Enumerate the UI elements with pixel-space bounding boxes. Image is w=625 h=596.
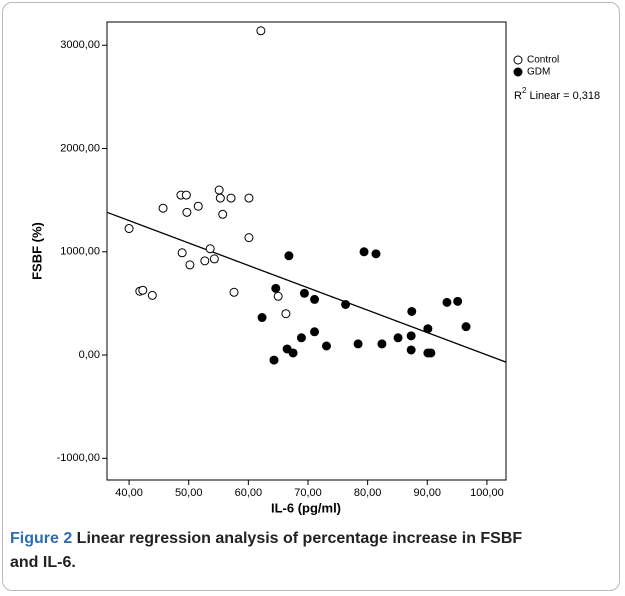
point — [200, 256, 210, 266]
point — [209, 254, 219, 264]
point — [193, 201, 203, 211]
x-axis-title: IL-6 (pg/ml) — [271, 500, 341, 515]
point — [214, 185, 224, 195]
point — [377, 339, 387, 349]
point — [341, 299, 351, 309]
y-tick-label: 3000,00 — [60, 39, 100, 51]
point — [158, 203, 168, 213]
y-tick-label: 1000,00 — [60, 246, 100, 258]
point — [269, 355, 279, 365]
point — [461, 322, 471, 332]
chart: FSBF (%) IL-6 (pg/ml) R2 Linear = 0,318 … — [29, 21, 600, 515]
x-tick-label: 70,00 — [294, 487, 322, 499]
point — [299, 288, 309, 298]
r2-sup: 2 — [522, 86, 527, 95]
point — [181, 190, 191, 200]
y-tick-label: 2000,00 — [60, 142, 100, 154]
caption-label: Figure 2 — [10, 530, 73, 547]
x-tick-label: 60,00 — [235, 487, 263, 499]
point — [371, 249, 381, 259]
legend-label: GDM — [527, 67, 550, 78]
y-tick-label: -1000,00 — [57, 452, 100, 464]
point — [244, 193, 254, 203]
point — [226, 193, 236, 203]
point — [359, 247, 369, 257]
point — [423, 324, 433, 334]
point — [407, 306, 417, 316]
point — [218, 209, 228, 219]
point — [426, 348, 436, 358]
r2-text: Linear = 0,318 — [526, 90, 600, 102]
point — [393, 333, 403, 343]
point — [406, 345, 416, 355]
point — [229, 287, 239, 297]
point — [147, 290, 157, 300]
point — [185, 260, 195, 270]
x-tick-label: 90,00 — [414, 487, 442, 499]
legend-marker — [513, 55, 523, 65]
point — [215, 193, 225, 203]
point — [310, 294, 320, 304]
x-tick-label: 100,00 — [470, 487, 504, 499]
point — [310, 327, 320, 337]
fit-line — [106, 211, 507, 363]
point — [281, 309, 291, 319]
point — [284, 251, 294, 261]
y-axis-title: FSBF (%) — [29, 222, 44, 280]
caption-text: Linear regression analysis of percentage… — [10, 530, 523, 571]
point — [182, 207, 192, 217]
point — [442, 297, 452, 307]
x-tick-label: 50,00 — [175, 487, 203, 499]
point — [296, 333, 306, 343]
legend-marker — [513, 67, 523, 77]
point — [353, 339, 363, 349]
point — [205, 244, 215, 254]
point — [256, 26, 266, 36]
point — [273, 291, 283, 301]
x-tick-label: 40,00 — [115, 487, 143, 499]
point — [321, 341, 331, 351]
point — [124, 224, 134, 234]
caption: Figure 2 Linear regression analysis of p… — [10, 527, 530, 575]
point — [138, 285, 148, 295]
point — [271, 283, 281, 293]
plot-area — [106, 21, 507, 481]
point — [257, 313, 267, 323]
point — [244, 233, 254, 243]
r2-base: R — [514, 90, 522, 102]
x-tick-label: 80,00 — [354, 487, 382, 499]
figure-frame — [2, 2, 620, 591]
point — [406, 331, 416, 341]
legend-label: Control — [527, 55, 559, 66]
point — [288, 348, 298, 358]
point — [177, 248, 187, 258]
point — [453, 296, 463, 306]
r2-label: R2 Linear = 0,318 — [514, 86, 600, 102]
y-tick-label: 0,00 — [79, 349, 100, 361]
